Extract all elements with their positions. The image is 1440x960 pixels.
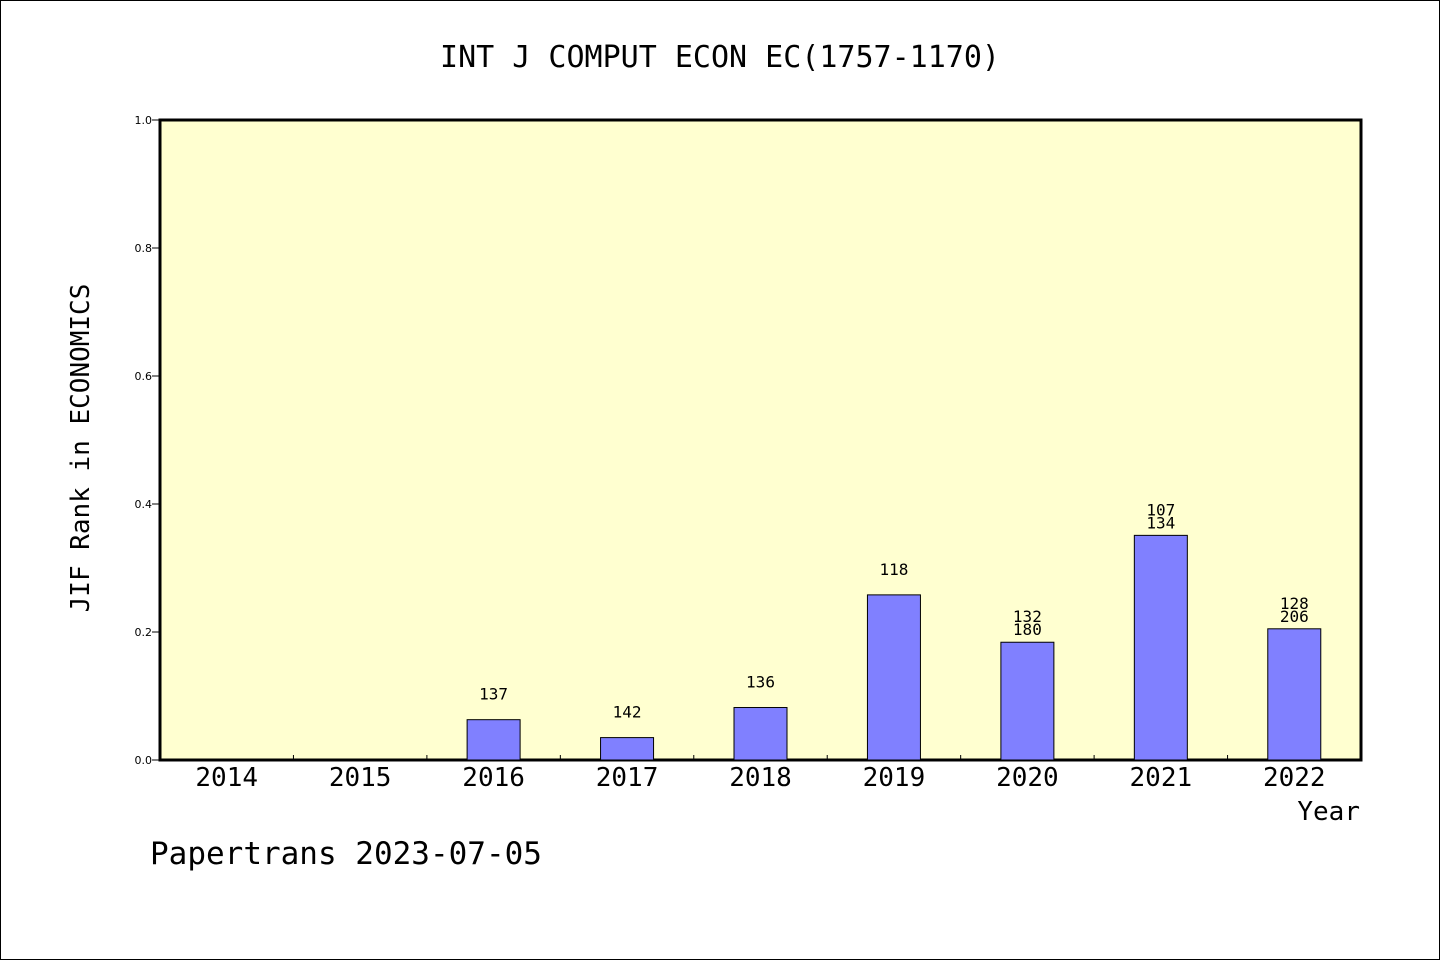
- x-tick-label: 2019: [863, 763, 926, 793]
- x-tick-label: 2017: [596, 763, 659, 793]
- y-tick-label: 1.0: [135, 114, 153, 127]
- bar-label: 118: [879, 560, 908, 579]
- bar-label: 134: [1146, 513, 1175, 532]
- x-axis-label: Year: [1297, 797, 1360, 827]
- bar-label: 128: [1280, 594, 1309, 613]
- y-tick-label: 0.0: [135, 754, 153, 767]
- x-tick-label: 2018: [729, 763, 792, 793]
- y-tick-label: 0.4: [135, 498, 153, 511]
- bar-2021: [1133, 534, 1188, 761]
- x-tick-label: 2016: [462, 763, 525, 793]
- bar-label: 107: [1146, 500, 1175, 519]
- bar-2016: [466, 719, 521, 761]
- y-tick-label: 0.6: [135, 370, 153, 383]
- bar-2017: [600, 737, 655, 761]
- x-tick-label: 2022: [1263, 763, 1326, 793]
- bar-label: 136: [746, 673, 775, 692]
- bars: [466, 534, 1322, 761]
- x-axis-ticks: [292, 755, 1229, 760]
- x-tick-label: 2014: [195, 763, 258, 793]
- y-axis-ticks: 0.0 0.2 0.4 0.6 0.8 1.0: [135, 114, 160, 767]
- x-tick-label: 2020: [996, 763, 1059, 793]
- x-tick-label: 2021: [1130, 763, 1193, 793]
- bar-label: 137: [479, 685, 508, 704]
- bar-label: 132: [1013, 607, 1042, 626]
- bar-2019: [866, 594, 921, 761]
- bar-2018: [733, 707, 788, 761]
- credit-text: Papertrans 2023-07-05: [150, 836, 542, 872]
- bar-label: 142: [613, 703, 642, 722]
- x-tick-label: 2015: [329, 763, 392, 793]
- bar-2020: [1000, 641, 1055, 761]
- bar-label: 206: [1280, 607, 1309, 626]
- bar-2022: [1267, 628, 1322, 761]
- y-tick-label: 0.2: [135, 626, 153, 639]
- x-tick-labels: 2014 2015 2016 2017 2018 2019 2020 2021 2022: [195, 763, 1325, 793]
- bar-label: 180: [1013, 620, 1042, 639]
- chart-title: INT J COMPUT ECON EC(1757-1170): [440, 40, 1000, 75]
- y-axis-label: JIF Rank in ECONOMICS: [66, 284, 96, 613]
- y-tick-label: 0.8: [135, 242, 153, 255]
